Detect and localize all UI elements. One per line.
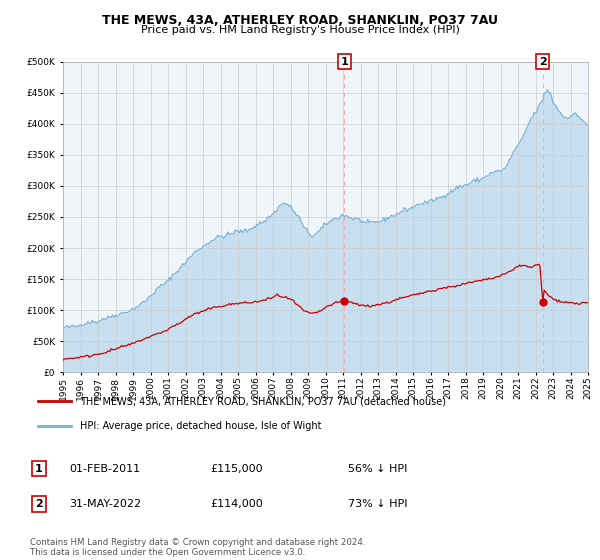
Text: Price paid vs. HM Land Registry's House Price Index (HPI): Price paid vs. HM Land Registry's House …	[140, 25, 460, 35]
Text: HPI: Average price, detached house, Isle of Wight: HPI: Average price, detached house, Isle…	[80, 421, 321, 431]
Text: THE MEWS, 43A, ATHERLEY ROAD, SHANKLIN, PO37 7AU (detached house): THE MEWS, 43A, ATHERLEY ROAD, SHANKLIN, …	[80, 396, 446, 407]
Text: 2: 2	[539, 57, 547, 67]
Text: 1: 1	[341, 57, 349, 67]
Text: 73% ↓ HPI: 73% ↓ HPI	[348, 499, 407, 509]
Text: £114,000: £114,000	[210, 499, 263, 509]
Text: 01-FEB-2011: 01-FEB-2011	[69, 464, 140, 474]
Text: THE MEWS, 43A, ATHERLEY ROAD, SHANKLIN, PO37 7AU: THE MEWS, 43A, ATHERLEY ROAD, SHANKLIN, …	[102, 14, 498, 27]
Text: 2: 2	[35, 499, 43, 509]
Text: 31-MAY-2022: 31-MAY-2022	[69, 499, 141, 509]
Text: 1: 1	[35, 464, 43, 474]
Text: 56% ↓ HPI: 56% ↓ HPI	[348, 464, 407, 474]
Text: Contains HM Land Registry data © Crown copyright and database right 2024.
This d: Contains HM Land Registry data © Crown c…	[30, 538, 365, 557]
Text: £115,000: £115,000	[210, 464, 263, 474]
